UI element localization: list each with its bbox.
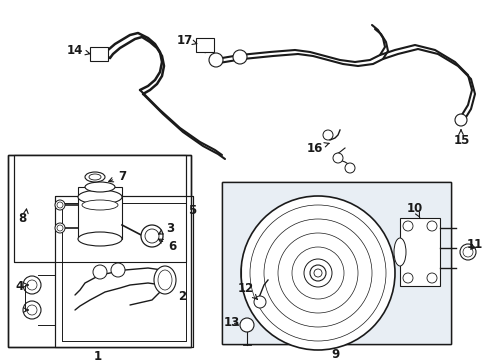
Text: 3: 3 xyxy=(159,221,174,234)
Bar xyxy=(14,155,186,262)
Bar xyxy=(62,203,186,341)
Circle shape xyxy=(57,225,63,231)
Circle shape xyxy=(111,263,125,277)
Bar xyxy=(8,155,191,347)
Text: 11: 11 xyxy=(467,238,483,252)
Bar xyxy=(90,47,108,61)
Ellipse shape xyxy=(158,270,172,290)
Bar xyxy=(14,155,186,262)
Circle shape xyxy=(254,296,266,308)
Text: 4: 4 xyxy=(16,279,24,292)
Circle shape xyxy=(333,153,343,163)
Ellipse shape xyxy=(145,229,159,243)
Circle shape xyxy=(57,202,63,208)
Circle shape xyxy=(403,221,413,231)
Bar xyxy=(222,182,451,344)
Bar xyxy=(400,218,440,286)
Circle shape xyxy=(314,269,322,277)
Text: 17: 17 xyxy=(177,33,197,46)
Ellipse shape xyxy=(89,174,101,180)
Text: 9: 9 xyxy=(331,347,339,360)
Ellipse shape xyxy=(394,238,406,266)
Circle shape xyxy=(23,301,41,319)
Circle shape xyxy=(427,221,437,231)
Ellipse shape xyxy=(154,266,176,294)
Circle shape xyxy=(209,53,223,67)
Ellipse shape xyxy=(85,172,105,182)
Circle shape xyxy=(345,163,355,173)
Bar xyxy=(14,155,186,262)
Ellipse shape xyxy=(82,200,118,210)
Text: 15: 15 xyxy=(454,134,470,147)
Ellipse shape xyxy=(141,225,163,247)
Bar xyxy=(62,203,186,341)
Text: 5: 5 xyxy=(188,203,196,216)
Text: 12: 12 xyxy=(238,282,257,300)
Circle shape xyxy=(27,305,37,315)
Circle shape xyxy=(27,280,37,290)
Circle shape xyxy=(240,318,254,332)
Ellipse shape xyxy=(85,182,115,192)
Bar xyxy=(78,187,122,239)
Text: 1: 1 xyxy=(94,351,102,360)
Bar xyxy=(222,182,451,344)
Text: 16: 16 xyxy=(307,141,329,154)
Text: 13: 13 xyxy=(224,315,240,328)
Bar xyxy=(222,182,451,344)
Circle shape xyxy=(233,50,247,64)
Bar xyxy=(55,196,193,347)
Ellipse shape xyxy=(78,232,122,246)
Bar xyxy=(196,38,214,52)
Text: 14: 14 xyxy=(67,44,90,57)
Text: 8: 8 xyxy=(18,211,26,225)
Circle shape xyxy=(310,265,326,281)
Circle shape xyxy=(455,114,467,126)
Circle shape xyxy=(403,273,413,283)
Circle shape xyxy=(460,244,476,260)
Bar xyxy=(55,196,193,347)
Bar xyxy=(8,155,191,347)
Circle shape xyxy=(55,223,65,233)
Bar xyxy=(55,196,193,347)
Text: 6: 6 xyxy=(158,239,176,253)
Circle shape xyxy=(241,196,395,350)
Text: 2: 2 xyxy=(178,289,186,302)
Ellipse shape xyxy=(78,190,122,204)
Circle shape xyxy=(93,265,107,279)
Text: 10: 10 xyxy=(407,202,423,217)
Circle shape xyxy=(23,276,41,294)
Circle shape xyxy=(323,130,333,140)
Circle shape xyxy=(427,273,437,283)
Text: 7: 7 xyxy=(109,170,126,183)
Circle shape xyxy=(463,247,473,257)
Circle shape xyxy=(55,200,65,210)
